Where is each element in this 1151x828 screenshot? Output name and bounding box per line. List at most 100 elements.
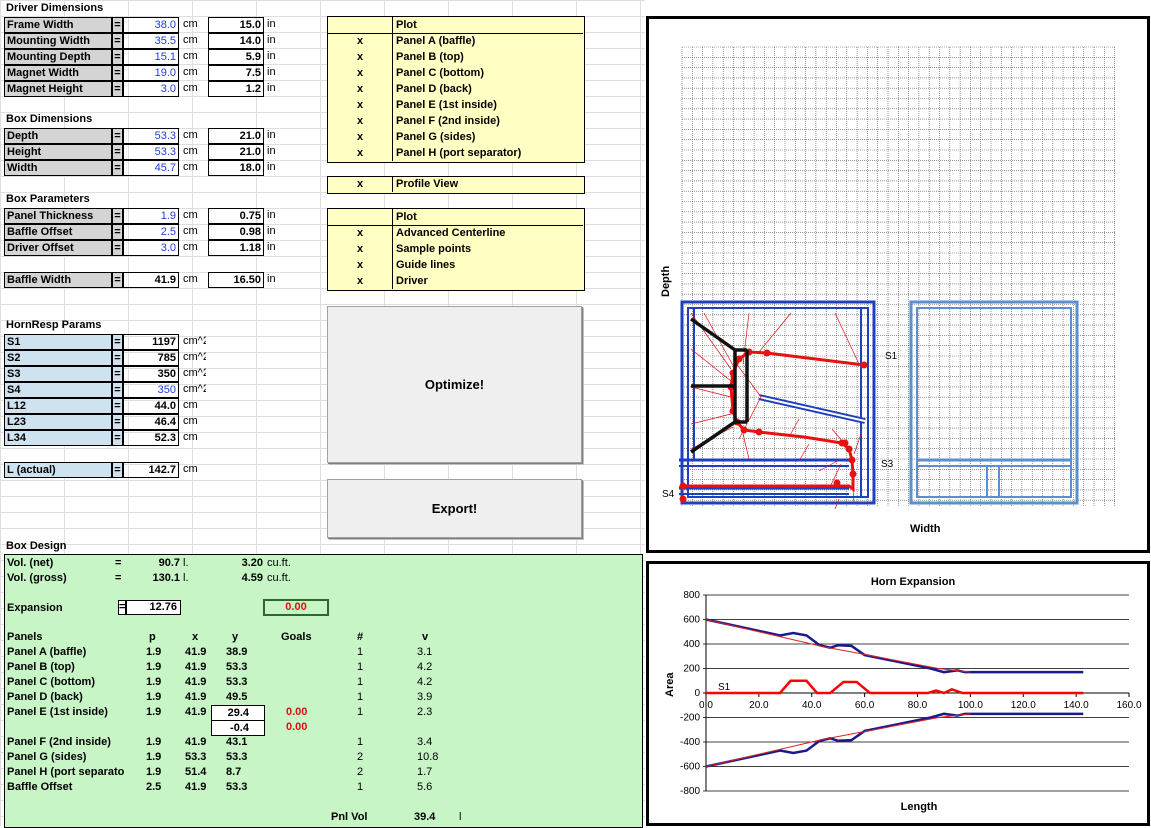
pnl-vol-label: Pnl Vol [331, 811, 368, 823]
box-parameters-title: Box Parameters [6, 193, 90, 205]
plot-option-row[interactable]: x Panel F (2nd inside) [328, 113, 583, 129]
plot-option-label: Driver [392, 273, 428, 289]
plot-option-check[interactable]: x [356, 67, 364, 79]
hornresp-unit: cm [183, 431, 198, 443]
horn-series-line [706, 679, 1084, 695]
panel-p: 1.9 [146, 646, 162, 658]
vol-net-cuft: 3.20 [241, 557, 263, 569]
vol-net-liters: 90.7 [158, 557, 180, 569]
plot-option-row[interactable]: x Advanced Centerline [328, 225, 583, 241]
plot-option-row[interactable]: x Panel B (top) [328, 49, 583, 65]
plot-option-row[interactable]: x Panel G (sides) [328, 129, 583, 145]
sample-points [679, 348, 868, 503]
panel-count: 2 [357, 751, 364, 763]
horn-y-tick-label: 200 [683, 664, 700, 675]
driver-outline [689, 317, 749, 454]
export-button[interactable]: Export! [327, 479, 582, 538]
cm-value-input[interactable]: 15.1 [123, 49, 179, 65]
l-actual-label: L (actual) [4, 462, 112, 478]
plot-option-check[interactable]: x [356, 243, 364, 255]
plot-options-header: Plot [392, 209, 417, 225]
expansion-eq: = [118, 600, 126, 615]
plot-option-check[interactable]: x [356, 147, 364, 159]
plot-option-check[interactable]: x [356, 131, 364, 143]
param-label: Baffle Offset [4, 224, 112, 240]
cm-value-input[interactable]: 35.5 [123, 33, 179, 49]
plot-header-row: Plot [328, 17, 583, 34]
hornresp-value: 785 [123, 350, 179, 366]
inch-unit: in [267, 161, 276, 173]
plot-option-check[interactable]: x [356, 83, 364, 95]
panel-y-input[interactable]: 29.4 [211, 705, 265, 721]
panel-count: 2 [357, 766, 364, 778]
panel-volume: 3.4 [417, 736, 433, 748]
cm-unit: cm [183, 225, 198, 237]
hornresp-label: L12 [4, 398, 112, 414]
plot-option-row[interactable]: x Panel H (port separator) [328, 145, 583, 161]
panel-count: 1 [357, 661, 364, 673]
panel-x: 41.9 [185, 676, 207, 688]
inch-unit: in [267, 66, 276, 78]
panel-volume: 5.6 [417, 781, 433, 793]
horn-x-tick-label: 140.0 [1064, 700, 1089, 711]
optimize-button[interactable]: Optimize! [327, 306, 582, 463]
expansion-goal[interactable]: 0.00 [263, 599, 329, 616]
panel-count: 1 [357, 676, 364, 688]
param-label: Frame Width [4, 17, 112, 33]
hornresp-value: 350 [123, 382, 179, 398]
plot-option-row[interactable]: x Panel D (back) [328, 81, 583, 97]
param-label: Driver Offset [4, 240, 112, 256]
cm-value-input[interactable]: 45.7 [123, 160, 179, 176]
plot-option-check[interactable]: x [356, 35, 364, 47]
hornresp-value: 52.3 [123, 430, 179, 446]
horn-x-tick-label: 40.0 [802, 700, 822, 711]
plot-option-check[interactable]: x [356, 227, 364, 239]
cm-value-input[interactable]: 19.0 [123, 65, 179, 81]
inch-unit: in [267, 225, 276, 237]
panel-goal: 0.00 [286, 706, 308, 718]
cm-value-input[interactable]: 38.0 [123, 17, 179, 33]
panel-e-extra-y[interactable]: -0.4 [211, 720, 265, 736]
plot-option-row[interactable]: x Panel A (baffle) [328, 33, 583, 49]
horn-chart-ylabel: Area [664, 672, 676, 697]
vol-gross-liters-unit: l. [183, 572, 189, 584]
panel-y: 53.3 [226, 676, 248, 688]
panel-count: 1 [357, 646, 364, 658]
equals-sign: = [112, 17, 123, 33]
plot-option-check[interactable]: x [356, 115, 364, 127]
horn-series-line [705, 712, 1084, 768]
profile-view-x[interactable]: x [356, 178, 364, 190]
expansion-input[interactable]: 12.76 [126, 600, 181, 615]
plot-option-row[interactable]: x Panel C (bottom) [328, 65, 583, 81]
box-design-panel: Vol. (net) = 90.7 l. 3.20 cu.ft. Vol. (g… [4, 554, 643, 828]
profile-view-toggle[interactable]: x Profile View [327, 176, 585, 194]
horn-y-tick-label: -600 [680, 762, 700, 773]
cm-value-input[interactable]: 3.0 [123, 81, 179, 97]
inch-unit: in [267, 241, 276, 253]
horn-y-tick-label: -400 [680, 737, 700, 748]
cm-value-input[interactable]: 2.5 [123, 224, 179, 240]
side-view-outer [909, 300, 1079, 505]
side-view-inner [916, 307, 1072, 498]
plot-option-check[interactable]: x [356, 99, 364, 111]
profile-chart: S1 S3 S4 Width Depth [660, 46, 1115, 535]
plot-option-check[interactable]: x [356, 275, 364, 287]
plot-option-row[interactable]: x Sample points [328, 241, 583, 257]
inch-value: 18.0 [208, 160, 264, 176]
horn-series-line [705, 619, 971, 673]
cm-value-input[interactable]: 53.3 [123, 144, 179, 160]
equals-sign: = [112, 33, 123, 49]
plot-option-check[interactable]: x [356, 51, 364, 63]
panel-p: 1.9 [146, 661, 162, 673]
plot-option-check[interactable]: x [356, 259, 364, 271]
vol-gross-label: Vol. (gross) [7, 572, 67, 584]
equals-sign: = [112, 272, 123, 288]
plot-option-row[interactable]: x Guide lines [328, 257, 583, 273]
cm-value-input[interactable]: 53.3 [123, 128, 179, 144]
plot-option-row[interactable]: x Driver [328, 273, 583, 289]
profile-chart-frame: S1 S3 S4 Width Depth [646, 16, 1150, 553]
plot-option-row[interactable]: x Panel E (1st inside) [328, 97, 583, 113]
cm-value-input[interactable]: 3.0 [123, 240, 179, 256]
cm-value-input[interactable]: 1.9 [123, 208, 179, 224]
vol-gross-cuft-unit: cu.ft. [267, 572, 291, 584]
